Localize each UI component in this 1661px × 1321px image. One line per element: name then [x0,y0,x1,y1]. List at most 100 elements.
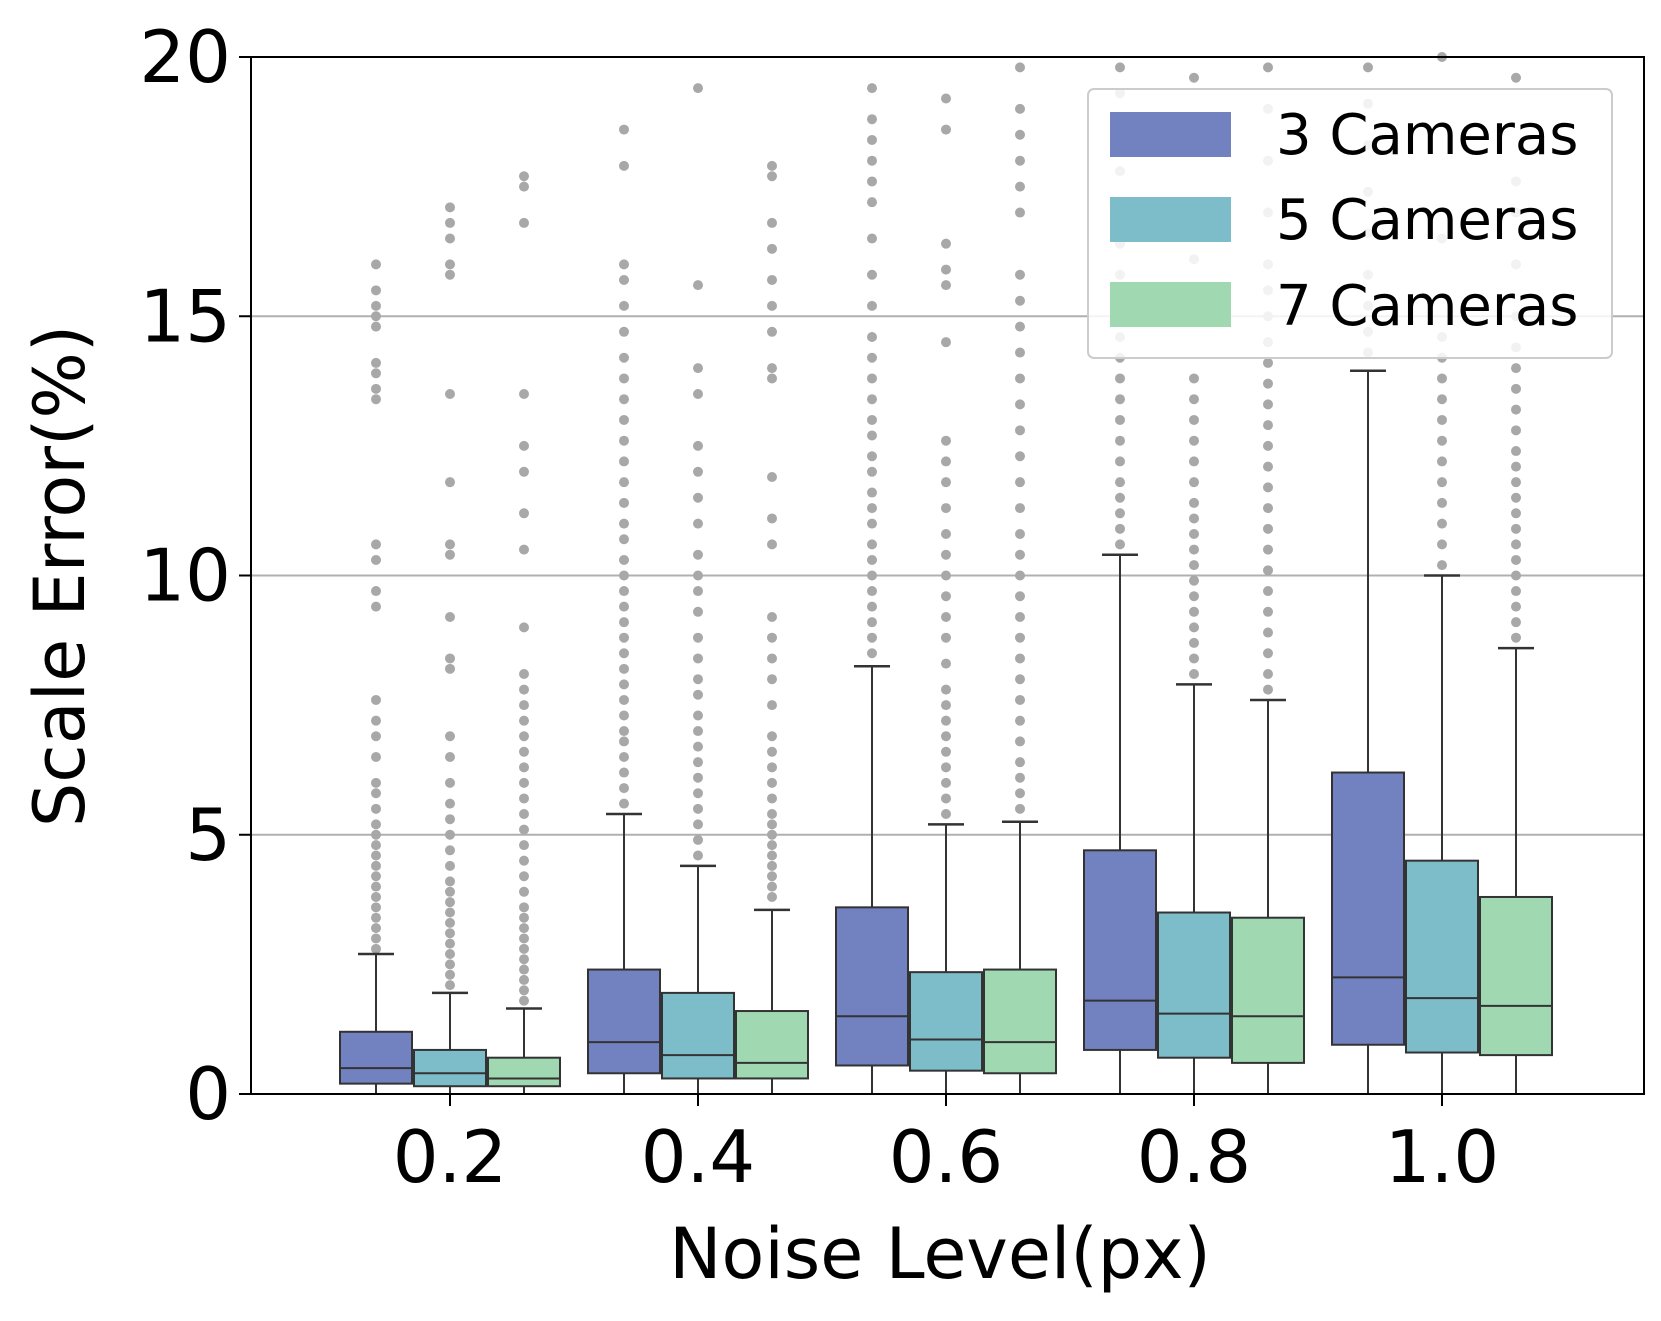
outlier-point [1511,404,1521,415]
outlier-point [1263,482,1273,493]
outlier-point [445,897,455,908]
outlier-point [519,217,529,228]
outlier-point [1115,373,1125,384]
outlier-point [1189,591,1199,602]
outlier-point [371,840,381,851]
outlier-point [1437,539,1447,550]
box-3-cameras-0.2 [339,952,413,1095]
outlier-point [1015,694,1025,705]
outlier-point [445,876,455,887]
outlier-point [693,280,703,291]
outlier-point [1189,72,1199,83]
outlier-point [867,269,877,280]
outlier-point [867,451,877,462]
outlier-point [371,311,381,322]
outlier-point [519,933,529,944]
outlier-point [445,886,455,897]
outlier-point [619,518,629,529]
x-tick-label: 0.4 [641,1115,756,1199]
outlier-point [519,974,529,985]
x-tick-label: 0.2 [393,1115,508,1199]
box-iqr [1479,895,1553,1057]
outlier-point [1437,477,1447,488]
outlier-point [767,171,777,182]
outlier-point [371,751,381,762]
x-tick-label: 1.0 [1385,1115,1500,1199]
outlier-point [1511,570,1521,581]
outlier-point [767,217,777,228]
outlier-point [867,331,877,342]
outlier-point [867,176,877,187]
outlier-point [1015,503,1025,514]
outlier-point [693,757,703,768]
outlier-point [1015,632,1025,643]
outlier-point [445,829,455,840]
outlier-point [1511,539,1521,550]
legend-swatch-5-cameras [1110,197,1231,242]
outlier-point [619,352,629,363]
outlier-point [1015,803,1025,814]
outlier-point [1115,62,1125,73]
outlier-point [619,767,629,778]
outlier-point [1189,622,1199,633]
x-axis-ticks: 0.2 0.4 0.6 0.8 1.0 [393,1094,1500,1199]
outlier-point [1263,461,1273,472]
outlier-point [941,746,951,757]
outlier-point [519,840,529,851]
box-iqr [587,968,661,1075]
outlier-point [867,373,877,384]
outlier-point [445,549,455,560]
outlier-point [767,731,777,742]
outlier-point [1511,446,1521,457]
outlier-point [1115,523,1125,534]
outlier-point [371,694,381,705]
outlier-point [371,943,381,954]
outlier-point [693,570,703,581]
outlier-point [693,819,703,830]
outlier-point [619,274,629,285]
outlier-point [693,632,703,643]
outlier-point [1015,373,1025,384]
outlier-point [693,788,703,799]
outlier-point [1015,269,1025,280]
outlier-point [867,197,877,208]
outlier-point [1115,477,1125,488]
outlier-point [867,554,877,565]
outlier-point [1263,420,1273,431]
outlier-point [767,653,777,664]
outlier-point [1015,477,1025,488]
box-3-cameras-1.0 [1331,369,1405,1095]
outlier-point [1263,440,1273,451]
outlier-point [445,539,455,550]
outlier-point [619,124,629,135]
outlier-point [445,611,455,622]
outlier-point [693,803,703,814]
outlier-point [371,554,381,565]
outlier-point [445,928,455,939]
outlier-point [445,477,455,488]
outlier-point [767,819,777,830]
outlier-point [445,980,455,991]
outlier-point [693,726,703,737]
outlier-point [767,891,777,902]
outlier-point [693,549,703,560]
box-iqr [1083,849,1157,1051]
outlier-point [519,669,529,680]
outlier-point [867,503,877,514]
outlier-point [767,700,777,711]
outlier-point [941,337,951,348]
outlier-point [867,539,877,550]
outlier-point [941,503,951,514]
outlier-point [519,902,529,913]
outlier-point [519,777,529,788]
outlier-point [767,300,777,311]
outlier-point [1511,461,1521,472]
outlier-point [867,352,877,363]
outlier-point [519,954,529,965]
y-axis-ticks: 0 5 10 15 20 [139,15,251,1136]
outlier-point [767,762,777,773]
outlier-point [371,601,381,612]
outlier-point [693,586,703,597]
outlier-point [767,840,777,851]
